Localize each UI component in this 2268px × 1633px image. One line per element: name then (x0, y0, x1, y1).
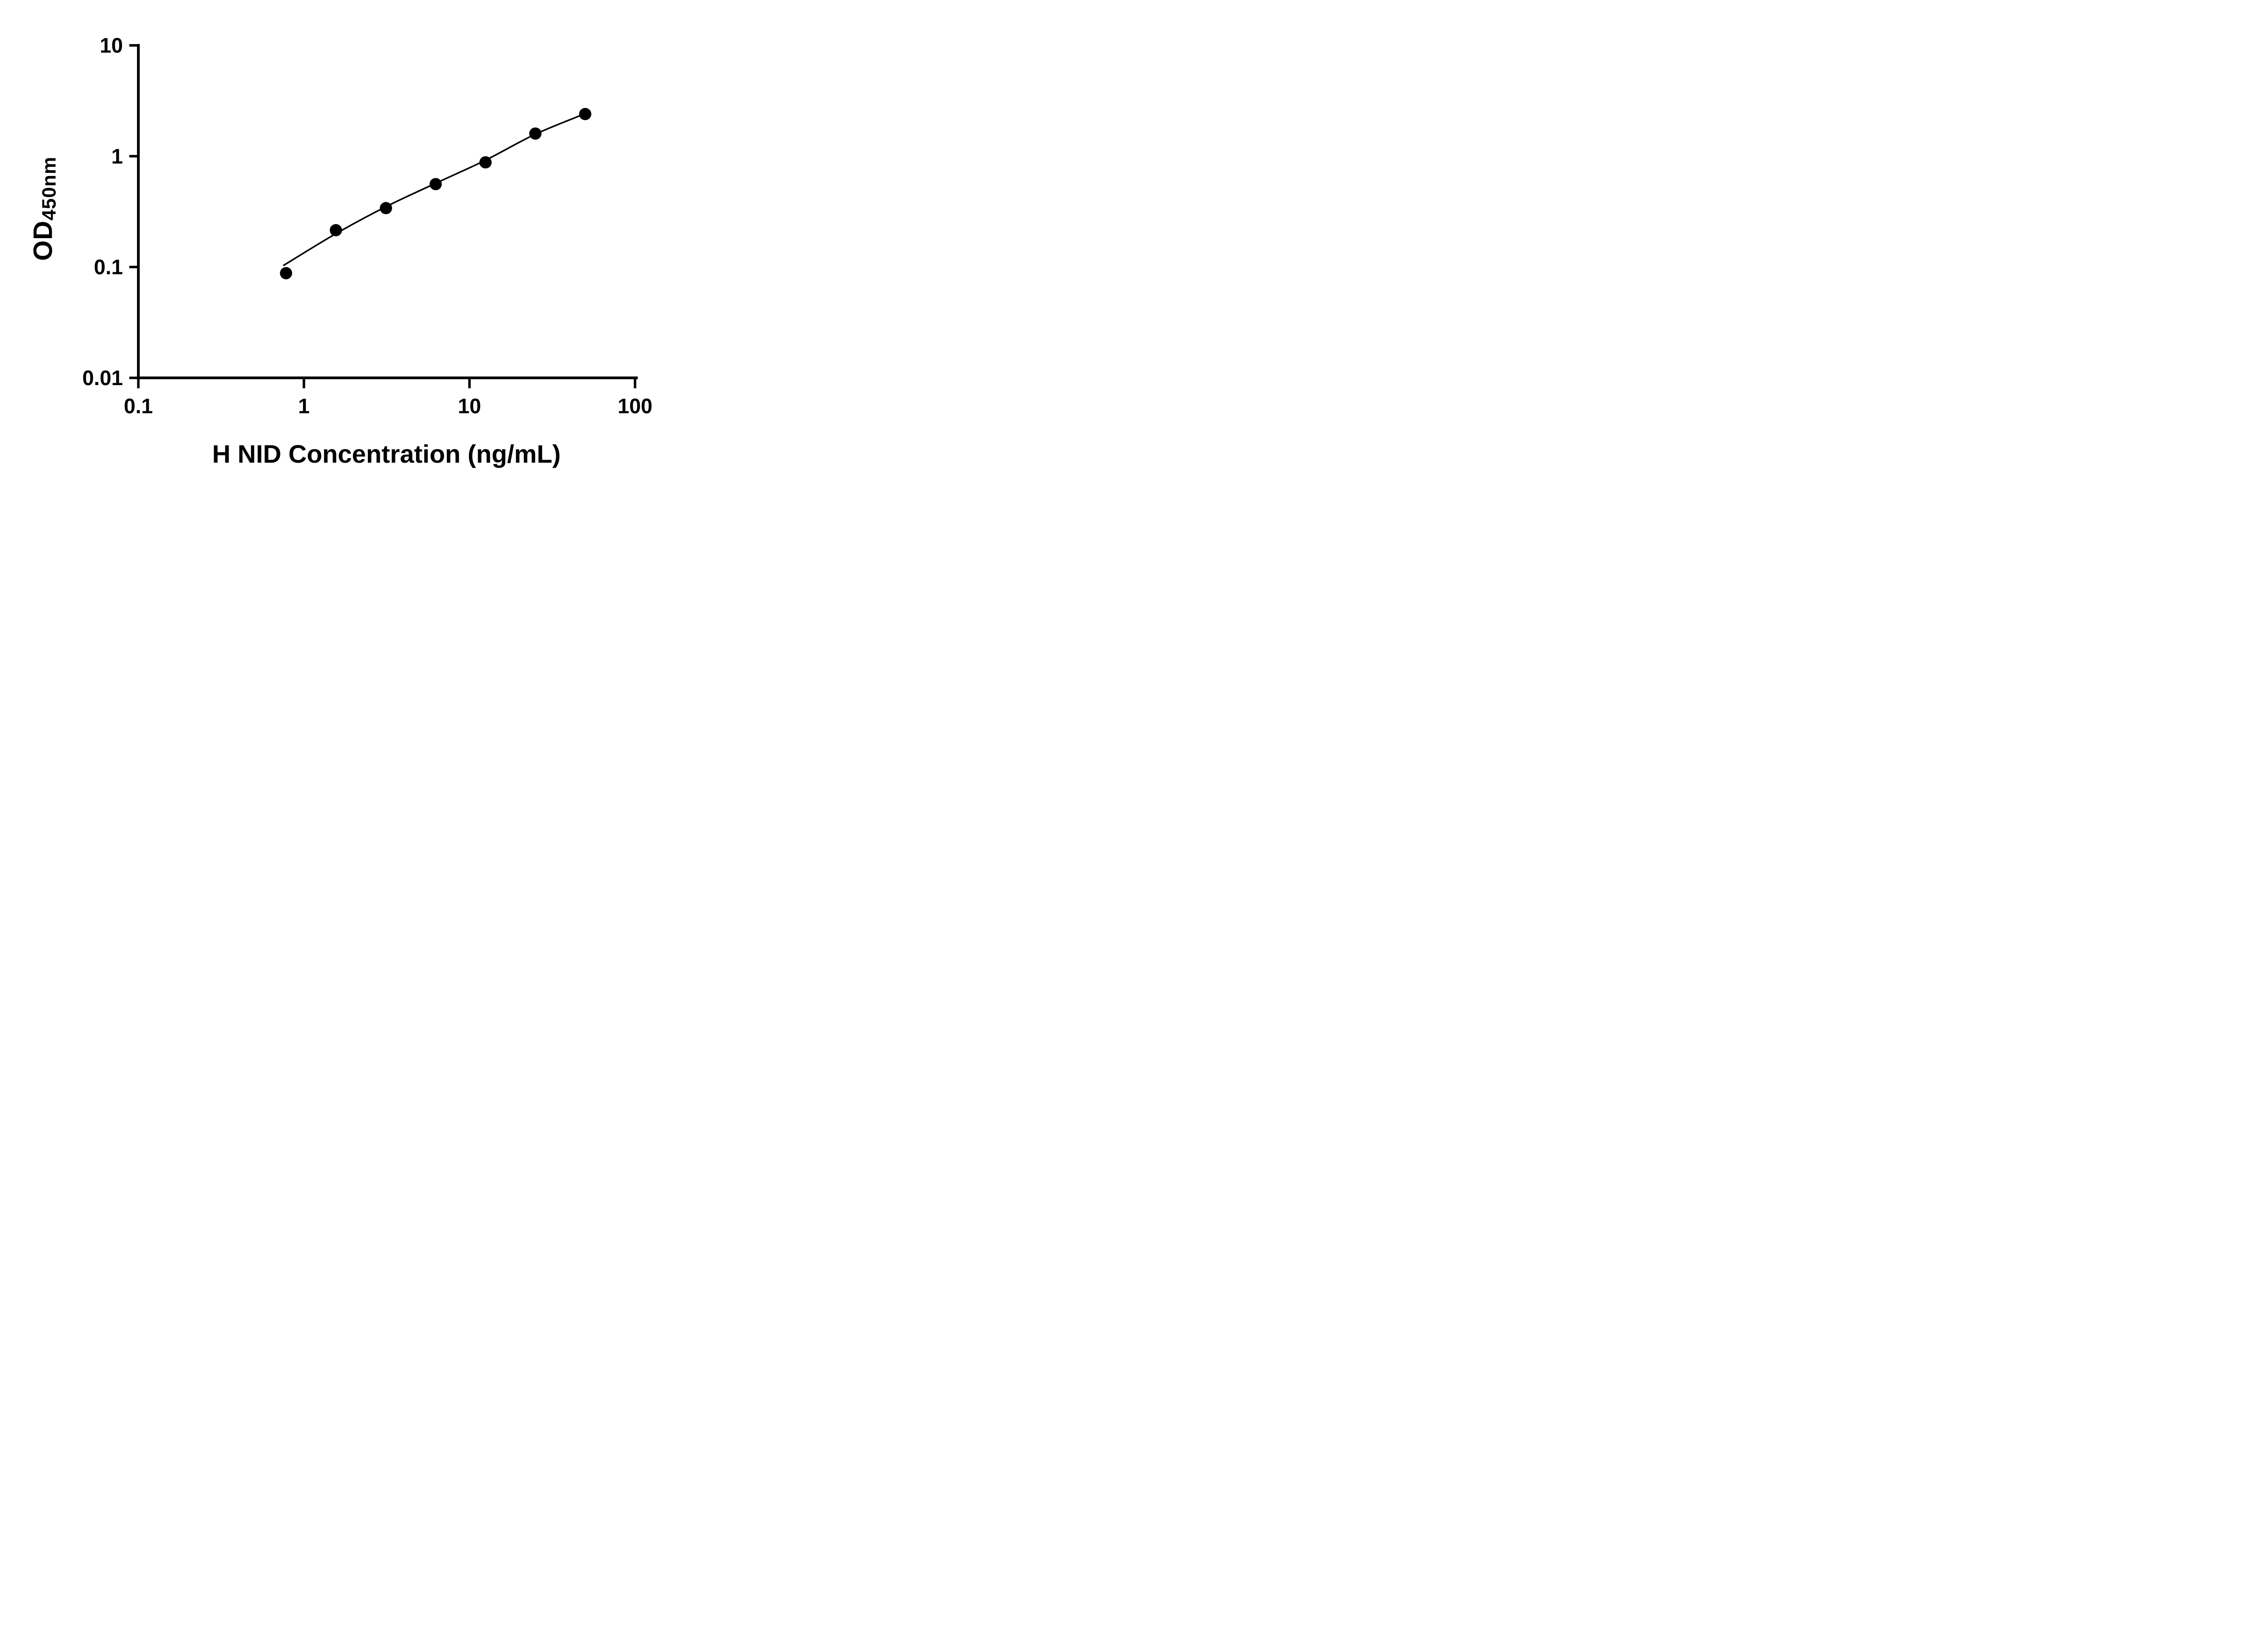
data-point (280, 267, 293, 279)
y-tick-label: 0.1 (94, 255, 123, 279)
x-tick-label: 1 (298, 394, 310, 418)
data-point (329, 224, 342, 236)
x-tick-label: 0.1 (124, 394, 153, 418)
x-tick-label: 100 (618, 394, 653, 418)
data-point (529, 127, 542, 140)
y-axis-title: OD450nm (28, 156, 60, 261)
data-point (479, 156, 492, 169)
data-point (429, 178, 442, 191)
y-axis-title-main: OD (28, 220, 58, 261)
x-tick-label: 10 (458, 394, 481, 418)
data-point (380, 202, 392, 215)
y-axis-title-sub: 450nm (38, 156, 60, 220)
y-tick-label: 0.01 (82, 366, 123, 390)
y-tick-label: 10 (100, 34, 123, 57)
x-axis-title: H NID Concentration (ng/mL) (212, 440, 561, 468)
chart-canvas: 10 1 0.1 0.01 0.1 1 10 100 OD450nm H NID Concen… (0, 0, 700, 490)
y-tick-label: 1 (111, 144, 123, 168)
data-point (579, 108, 591, 120)
